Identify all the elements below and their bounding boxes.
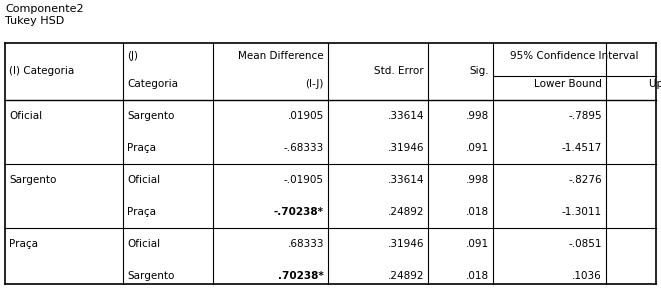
Text: Praça: Praça — [9, 239, 38, 249]
Text: (I) Categoria: (I) Categoria — [9, 66, 74, 77]
Text: Praça: Praça — [127, 143, 156, 153]
Text: Oficial: Oficial — [127, 175, 160, 185]
Text: .01905: .01905 — [288, 111, 324, 121]
Text: -.7895: -.7895 — [568, 111, 602, 121]
Text: (J): (J) — [127, 51, 138, 61]
Text: .33614: .33614 — [387, 175, 424, 185]
Text: .018: .018 — [466, 271, 489, 281]
Text: Componente2: Componente2 — [5, 4, 84, 14]
Text: Sargento: Sargento — [127, 111, 175, 121]
Text: -.01905: -.01905 — [284, 175, 324, 185]
Text: Praça: Praça — [127, 207, 156, 217]
Text: Lower Bound: Lower Bound — [534, 79, 602, 89]
Text: .31946: .31946 — [387, 239, 424, 249]
Text: 95% Confidence Interval: 95% Confidence Interval — [510, 51, 639, 61]
Text: .091: .091 — [466, 239, 489, 249]
Text: Categoria: Categoria — [127, 79, 178, 89]
Text: -.0851: -.0851 — [568, 239, 602, 249]
Text: Sargento: Sargento — [9, 175, 56, 185]
Text: .998: .998 — [466, 111, 489, 121]
Text: Mean Difference: Mean Difference — [239, 51, 324, 61]
Text: -1.4517: -1.4517 — [562, 143, 602, 153]
Text: Oficial: Oficial — [9, 111, 42, 121]
Text: .31946: .31946 — [387, 143, 424, 153]
Text: Sig.: Sig. — [469, 66, 489, 77]
Text: .33614: .33614 — [387, 111, 424, 121]
Text: -.70238*: -.70238* — [274, 207, 324, 217]
Text: Sargento: Sargento — [127, 271, 175, 281]
Text: .018: .018 — [466, 207, 489, 217]
Text: Std. Error: Std. Error — [374, 66, 424, 77]
Text: .998: .998 — [466, 175, 489, 185]
Text: -1.3011: -1.3011 — [562, 207, 602, 217]
Text: -.68333: -.68333 — [284, 143, 324, 153]
Text: .68333: .68333 — [288, 239, 324, 249]
Text: Tukey HSD: Tukey HSD — [5, 16, 64, 26]
Text: Oficial: Oficial — [127, 239, 160, 249]
Text: Upper Bound: Upper Bound — [649, 79, 661, 89]
Text: .24892: .24892 — [387, 207, 424, 217]
Text: .24892: .24892 — [387, 271, 424, 281]
Text: .1036: .1036 — [572, 271, 602, 281]
Text: (I-J): (I-J) — [305, 79, 324, 89]
Text: .091: .091 — [466, 143, 489, 153]
Text: .70238*: .70238* — [278, 271, 324, 281]
Text: -.8276: -.8276 — [568, 175, 602, 185]
